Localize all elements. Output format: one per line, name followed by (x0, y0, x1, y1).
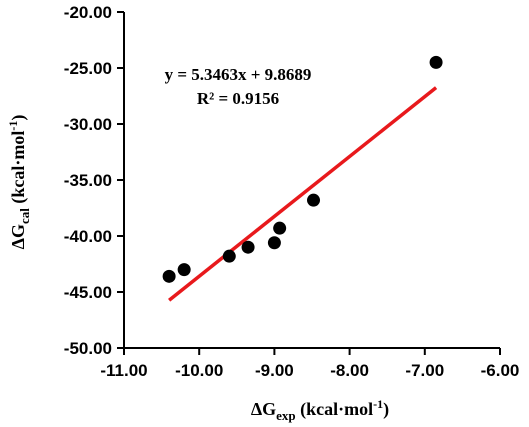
data-points (162, 55, 443, 283)
y-axis-title: ΔGcal (kcal·mol-1) (6, 115, 32, 250)
x-tick-label: -8.00 (330, 361, 369, 380)
y-tick-label: -25.00 (64, 59, 112, 78)
data-point (241, 240, 255, 254)
y-axis-title-sup: -1 (6, 121, 20, 131)
y-axis-title-unit: (kcal·mol (8, 131, 29, 209)
x-axis-title-unit: (kcal·mol (296, 399, 374, 420)
y-tick-label: -20.00 (64, 3, 112, 22)
y-tick-label: -35.00 (64, 171, 112, 190)
x-tick-label: -7.00 (405, 361, 444, 380)
y-axis-title-sub: cal (17, 208, 32, 224)
x-tick-label: -11.00 (100, 361, 147, 380)
x-axis-ticks: -11.00 -10.00 -9.00 -8.00 -7.00 -6.00 (100, 348, 519, 380)
r-squared-label: R² = 0.9156 (197, 89, 279, 108)
x-axis-title: ΔGexp (kcal·mol-1) (251, 397, 389, 423)
x-tick-label: -9.00 (255, 361, 294, 380)
x-axis-title-base: ΔG (251, 399, 276, 419)
data-point (273, 221, 287, 235)
trendline-equation: y = 5.3463x + 9.8689 (165, 65, 312, 84)
data-point (162, 269, 176, 283)
y-tick-label: -50.00 (64, 339, 112, 358)
x-tick-label: -10.00 (175, 361, 223, 380)
data-point (222, 249, 236, 263)
trendline (168, 86, 438, 302)
y-axis-title-base: ΔG (8, 224, 28, 249)
data-point (429, 55, 443, 69)
data-point (307, 193, 321, 207)
data-point (267, 236, 281, 250)
x-axis-title-close: ) (383, 399, 389, 420)
x-axis-title-sup: -1 (373, 397, 383, 411)
y-axis-ticks: -20.00 -25.00 -30.00 -35.00 -40.00 -45.00 -50.… (64, 3, 124, 358)
y-axis-title-close: ) (8, 115, 29, 121)
y-tick-label: -40.00 (64, 227, 112, 246)
y-tick-label: -45.00 (64, 283, 112, 302)
x-axis-title-sub: exp (276, 408, 296, 423)
y-tick-label: -30.00 (64, 115, 112, 134)
x-tick-label: -6.00 (481, 361, 520, 380)
data-point (177, 263, 191, 277)
